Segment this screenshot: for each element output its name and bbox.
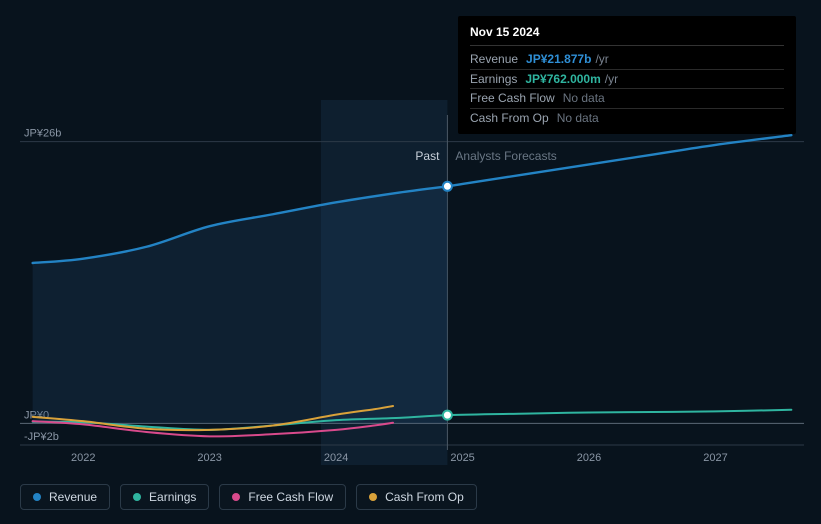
marker-revenue: [443, 182, 452, 191]
hover-tooltip: Nov 15 2024 RevenueJP¥21.877b/yrEarnings…: [458, 16, 796, 134]
tooltip-row: Earnings JP¥762.000m/yr: [470, 70, 784, 90]
legend-label: Free Cash Flow: [248, 490, 333, 504]
x-axis-label: 2024: [324, 452, 348, 464]
legend-label: Earnings: [149, 490, 196, 504]
legend-item-cfo[interactable]: Cash From Op: [356, 484, 477, 510]
x-axis-label: 2022: [71, 452, 95, 464]
marker-earnings: [443, 411, 452, 420]
legend-item-revenue[interactable]: Revenue: [20, 484, 110, 510]
x-axis-label: 2027: [703, 452, 727, 464]
tooltip-date: Nov 15 2024: [470, 24, 784, 46]
legend-label: Cash From Op: [385, 490, 464, 504]
legend-dot-icon: [369, 493, 377, 501]
x-axis-label: 2023: [197, 452, 221, 464]
tooltip-value: JP¥762.000m/yr: [525, 71, 784, 88]
tooltip-amount: JP¥21.877b: [526, 52, 591, 66]
tooltip-value: JP¥21.877b/yr: [526, 51, 784, 68]
legend: Revenue Earnings Free Cash Flow Cash From O…: [20, 484, 477, 510]
tooltip-metric-label: Revenue: [470, 51, 518, 68]
tooltip-rows: RevenueJP¥21.877b/yrEarningsJP¥762.000m/…: [470, 50, 784, 128]
tooltip-row: Free Cash Flow No data: [470, 89, 784, 109]
past-section-label: Past: [415, 149, 440, 163]
tooltip-unit: /yr: [595, 52, 608, 66]
tooltip-value: No data: [557, 110, 784, 127]
tooltip-metric-label: Earnings: [470, 71, 517, 88]
legend-item-earnings[interactable]: Earnings: [120, 484, 209, 510]
legend-dot-icon: [33, 493, 41, 501]
y-axis-label: -JP¥2b: [24, 431, 59, 443]
x-axis-label: 2025: [450, 452, 474, 464]
tooltip-metric-label: Free Cash Flow: [470, 90, 555, 107]
legend-dot-icon: [232, 493, 240, 501]
y-axis-label: JP¥26b: [24, 128, 61, 140]
financials-chart: JP¥26bJP¥0-JP¥2b202220232024202520262027…: [0, 0, 821, 524]
legend-dot-icon: [133, 493, 141, 501]
tooltip-amount: JP¥762.000m: [525, 72, 600, 86]
forecast-section-label: Analysts Forecasts: [455, 149, 556, 163]
tooltip-value: No data: [563, 90, 784, 107]
tooltip-metric-label: Cash From Op: [470, 110, 549, 127]
legend-item-fcf[interactable]: Free Cash Flow: [219, 484, 346, 510]
legend-label: Revenue: [49, 490, 97, 504]
tooltip-row: Cash From Op No data: [470, 109, 784, 128]
tooltip-row: Revenue JP¥21.877b/yr: [470, 50, 784, 70]
tooltip-unit: /yr: [605, 72, 618, 86]
x-axis-label: 2026: [577, 452, 601, 464]
